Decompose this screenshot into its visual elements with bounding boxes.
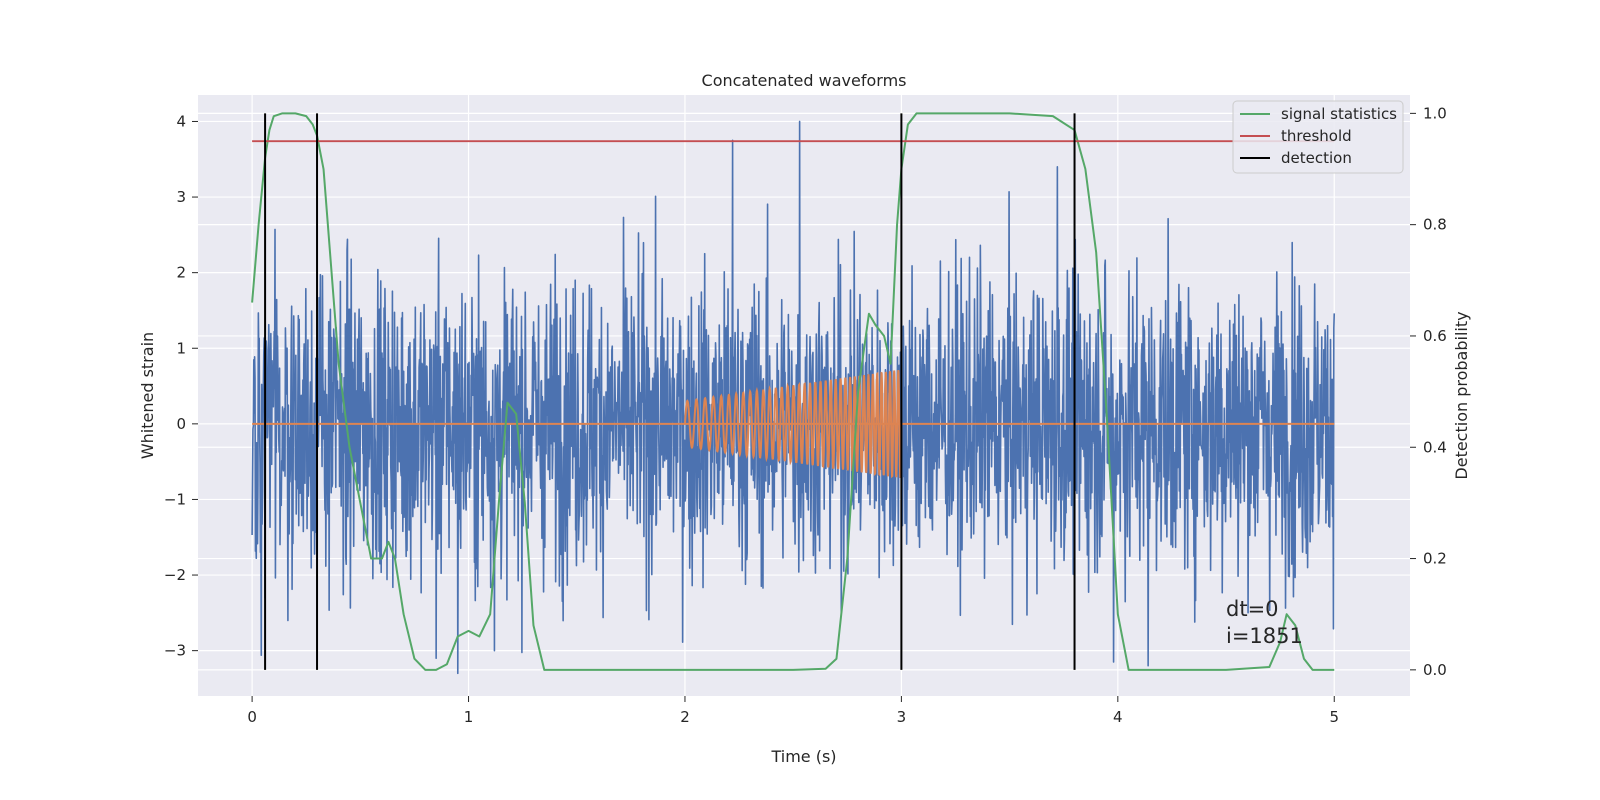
legend-label-detection: detection xyxy=(1281,149,1352,167)
x-tick-label: 0 xyxy=(247,708,257,726)
template-chirp xyxy=(683,369,903,479)
annotation-dt: dt=0 xyxy=(1226,597,1279,621)
y-tick-label: −3 xyxy=(164,642,186,660)
x-axis-label: Time (s) xyxy=(770,747,836,766)
y2-tick-label: 0.8 xyxy=(1423,216,1447,234)
y-tick-label: 4 xyxy=(176,112,186,130)
y2-axis-label: Detection probability xyxy=(1452,311,1471,479)
y2-tick-label: 0.4 xyxy=(1423,438,1447,456)
strain-series xyxy=(251,120,1336,675)
y-tick-label: −1 xyxy=(164,490,186,508)
template-series xyxy=(252,369,1335,479)
legend-frame xyxy=(1232,100,1404,174)
detection-lines xyxy=(264,113,1076,670)
legend: signal statistics threshold detection xyxy=(1232,100,1404,174)
y2-tick-label: 0.0 xyxy=(1423,661,1447,679)
statistics-line xyxy=(251,112,1335,671)
y-tick-label: 1 xyxy=(176,339,186,357)
x-tick-label: 3 xyxy=(897,708,907,726)
y2-tick-label: 1.0 xyxy=(1423,104,1447,122)
y-tick-label: 2 xyxy=(176,264,186,282)
y-axis-label: Whitened strain xyxy=(138,332,157,459)
axes: 0 1 2 3 4 5 −3 −2 −1 0 1 2 3 4 0.0 0.2 0.4 0.6 0.8 1.0 xyxy=(164,104,1447,726)
y2-tick-label: 0.2 xyxy=(1423,550,1447,568)
y-tick-label: 0 xyxy=(176,415,186,433)
y-tick-label: −2 xyxy=(164,566,186,584)
x-tick-label: 4 xyxy=(1113,708,1123,726)
legend-label-statistics: signal statistics xyxy=(1281,105,1397,123)
chart-title: Concatenated waveforms xyxy=(702,71,907,90)
annotation-index: i=1851 xyxy=(1226,624,1303,648)
legend-label-threshold: threshold xyxy=(1281,127,1352,145)
y-tick-label: 3 xyxy=(176,188,186,206)
x-tick-label: 5 xyxy=(1329,708,1339,726)
statistics-series xyxy=(251,112,1335,671)
strain-line xyxy=(251,120,1336,675)
x-tick-label: 1 xyxy=(464,708,474,726)
x-tick-label: 2 xyxy=(680,708,690,726)
y2-tick-label: 0.6 xyxy=(1423,327,1447,345)
